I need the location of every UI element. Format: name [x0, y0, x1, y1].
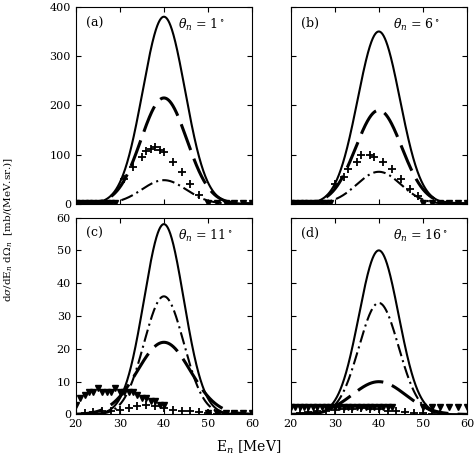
Text: $\theta_n$ = 11$^\circ$: $\theta_n$ = 11$^\circ$ [178, 228, 233, 244]
Text: d$\sigma$/dE$_n$ d$\Omega_n$  [mb/(MeV.sr.)]: d$\sigma$/dE$_n$ d$\Omega_n$ [mb/(MeV.sr… [2, 157, 15, 301]
Text: $\theta_n$ = 6$^\circ$: $\theta_n$ = 6$^\circ$ [393, 16, 440, 33]
Text: (d): (d) [301, 228, 319, 240]
Text: $\theta_n$ = 1$^\circ$: $\theta_n$ = 1$^\circ$ [178, 16, 225, 33]
Text: $\theta_n$ = 16$^\circ$: $\theta_n$ = 16$^\circ$ [393, 228, 448, 244]
Text: (b): (b) [301, 16, 319, 30]
Text: (a): (a) [86, 16, 104, 30]
Text: E$_n$ [MeV]: E$_n$ [MeV] [216, 438, 282, 456]
Text: (c): (c) [86, 228, 103, 240]
